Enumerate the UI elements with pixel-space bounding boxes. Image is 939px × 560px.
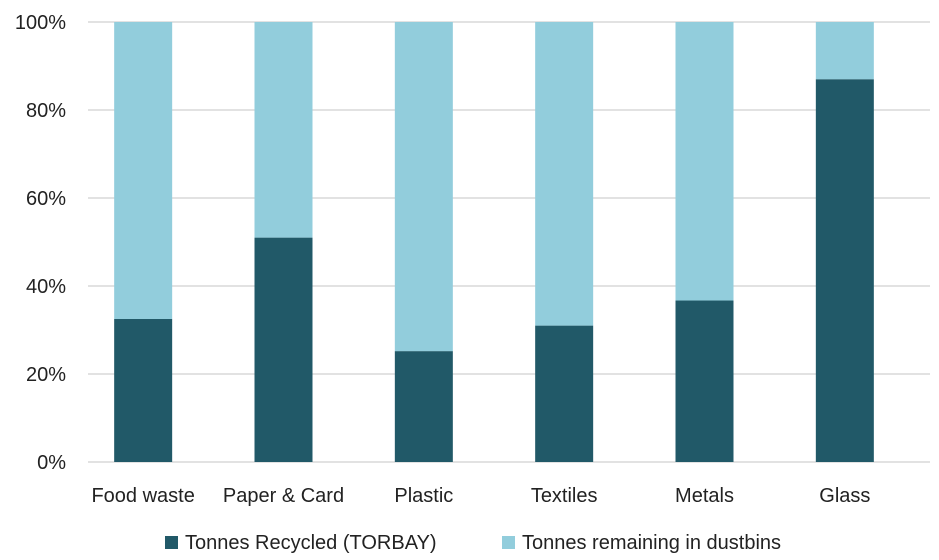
bar-segment — [254, 22, 313, 238]
bar-segment — [815, 79, 874, 462]
legend-label: Tonnes remaining in dustbins — [522, 532, 781, 554]
x-tick-label: Metals — [675, 485, 734, 507]
y-tick-label: 100% — [15, 12, 66, 34]
y-tick-label: 0% — [37, 452, 66, 474]
y-tick-label: 80% — [26, 100, 66, 122]
legend-swatch — [165, 536, 178, 549]
x-tick-label: Textiles — [531, 485, 598, 507]
bar-segment — [675, 300, 734, 462]
bar-segment — [535, 325, 594, 462]
y-tick-label: 40% — [26, 276, 66, 298]
bar-segment — [114, 22, 173, 319]
x-tick-label: Paper & Card — [223, 485, 344, 507]
legend-swatch — [502, 536, 515, 549]
y-axis: 0% 20% 40% 60% 80% 100% — [15, 12, 66, 474]
legend-label: Tonnes Recycled (TORBAY) — [185, 532, 437, 554]
bar-segment — [394, 22, 453, 352]
bar-segment — [394, 351, 453, 462]
grid-lines — [88, 21, 930, 463]
x-axis: Food waste Paper & Card Plastic Textiles Met… — [91, 485, 870, 507]
y-tick-label: 20% — [26, 364, 66, 386]
bar-segment — [535, 22, 594, 326]
x-tick-label: Plastic — [394, 485, 453, 507]
bar-segment — [114, 319, 173, 462]
x-tick-label: Food waste — [91, 485, 194, 507]
bar-segment — [254, 237, 313, 462]
x-tick-label: Glass — [819, 485, 870, 507]
legend: Tonnes Recycled (TORBAY) Tonnes remaining… — [165, 532, 781, 554]
y-tick-label: 60% — [26, 188, 66, 210]
bars — [114, 22, 874, 462]
bar-segment — [815, 22, 874, 80]
bar-segment — [675, 22, 734, 301]
